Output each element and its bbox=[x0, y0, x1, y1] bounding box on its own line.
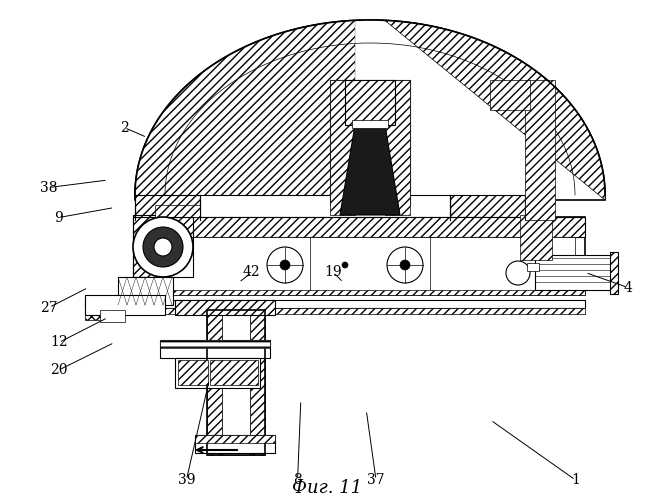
Text: 1: 1 bbox=[571, 473, 580, 487]
Text: 12: 12 bbox=[50, 336, 67, 349]
Bar bbox=[525, 80, 555, 220]
Bar bbox=[165, 237, 575, 290]
Bar bbox=[178, 360, 208, 385]
Bar bbox=[133, 217, 193, 277]
Bar bbox=[160, 340, 270, 348]
Bar bbox=[490, 80, 530, 110]
Bar bbox=[450, 195, 525, 217]
Bar bbox=[85, 295, 165, 315]
Polygon shape bbox=[135, 20, 355, 200]
Bar bbox=[160, 280, 585, 295]
Bar bbox=[160, 217, 585, 237]
Bar bbox=[160, 340, 270, 358]
Text: 8: 8 bbox=[293, 473, 302, 487]
Bar bbox=[222, 310, 250, 455]
Bar bbox=[133, 215, 161, 280]
Circle shape bbox=[387, 247, 423, 283]
Text: 4: 4 bbox=[623, 280, 632, 294]
Bar bbox=[195, 435, 275, 453]
Bar bbox=[118, 277, 173, 305]
Bar bbox=[85, 308, 585, 314]
Text: 37: 37 bbox=[368, 473, 385, 487]
Text: 39: 39 bbox=[178, 473, 195, 487]
Polygon shape bbox=[340, 125, 400, 215]
Circle shape bbox=[280, 260, 290, 270]
Text: 19: 19 bbox=[325, 266, 342, 280]
Bar bbox=[175, 358, 260, 388]
Circle shape bbox=[267, 247, 303, 283]
Polygon shape bbox=[135, 20, 605, 200]
Bar bbox=[100, 310, 125, 322]
Bar bbox=[200, 195, 450, 217]
Circle shape bbox=[133, 217, 193, 277]
Bar bbox=[520, 215, 552, 260]
Text: 38: 38 bbox=[41, 180, 58, 194]
Circle shape bbox=[154, 238, 172, 256]
Bar bbox=[330, 80, 355, 215]
Circle shape bbox=[143, 227, 183, 267]
Bar bbox=[195, 435, 275, 443]
Bar bbox=[385, 80, 410, 215]
Bar bbox=[160, 217, 585, 295]
Text: 2: 2 bbox=[120, 120, 129, 134]
Bar bbox=[527, 263, 539, 271]
Circle shape bbox=[342, 262, 348, 268]
Bar bbox=[250, 310, 265, 455]
Polygon shape bbox=[385, 20, 605, 200]
Text: 20: 20 bbox=[50, 363, 67, 377]
Text: 9: 9 bbox=[54, 210, 63, 224]
Bar bbox=[330, 80, 410, 205]
Bar bbox=[207, 310, 222, 455]
Text: 42: 42 bbox=[243, 266, 260, 280]
Polygon shape bbox=[355, 20, 385, 200]
Text: Фиг. 11: Фиг. 11 bbox=[292, 479, 362, 497]
Bar bbox=[352, 120, 388, 128]
Bar bbox=[610, 252, 618, 294]
Circle shape bbox=[400, 260, 410, 270]
Bar bbox=[85, 300, 585, 308]
Bar bbox=[85, 295, 120, 320]
Bar bbox=[135, 195, 200, 217]
Bar bbox=[535, 255, 615, 290]
Bar bbox=[175, 300, 275, 315]
Bar bbox=[207, 310, 265, 455]
Bar bbox=[210, 360, 258, 385]
Text: 27: 27 bbox=[41, 300, 58, 314]
Bar bbox=[345, 80, 395, 125]
Bar bbox=[155, 205, 200, 217]
Circle shape bbox=[506, 261, 530, 285]
